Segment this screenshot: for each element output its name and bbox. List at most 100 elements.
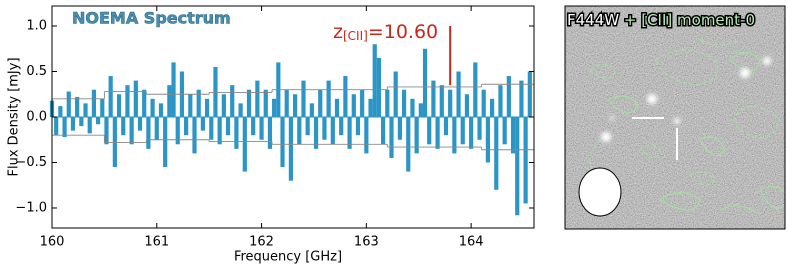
bar bbox=[87, 117, 92, 134]
bar bbox=[163, 117, 168, 168]
bar bbox=[158, 103, 164, 117]
bar bbox=[62, 117, 67, 138]
bar bbox=[83, 103, 88, 117]
annotation: z[CII]=10.60 bbox=[333, 21, 438, 43]
bar bbox=[293, 94, 298, 117]
bar bbox=[410, 98, 415, 117]
bar bbox=[112, 117, 117, 168]
bar bbox=[422, 48, 428, 117]
bar bbox=[385, 89, 390, 117]
bar bbox=[326, 80, 331, 117]
bar bbox=[502, 117, 507, 145]
bar bbox=[322, 117, 327, 140]
bar bbox=[284, 89, 289, 117]
bar bbox=[167, 85, 172, 117]
bar bbox=[230, 85, 235, 117]
bar bbox=[251, 117, 256, 136]
bar bbox=[154, 117, 159, 140]
image-frame bbox=[564, 5, 786, 230]
bar bbox=[209, 117, 214, 140]
bar bbox=[448, 89, 453, 117]
bar bbox=[263, 89, 268, 117]
bar bbox=[221, 94, 226, 117]
y-tick-label: 0.5 bbox=[26, 64, 47, 79]
bar bbox=[196, 89, 201, 117]
contours bbox=[588, 39, 785, 216]
bar bbox=[75, 96, 80, 117]
bar bbox=[150, 98, 155, 117]
bar bbox=[427, 117, 432, 145]
bar bbox=[355, 117, 361, 136]
bar bbox=[116, 94, 122, 117]
image-title-plus: + bbox=[624, 11, 637, 29]
y-tick-label: 0.0 bbox=[26, 110, 47, 125]
bar bbox=[125, 85, 130, 117]
bar bbox=[464, 94, 470, 117]
bar bbox=[146, 117, 151, 149]
bar bbox=[313, 117, 319, 149]
bar bbox=[389, 117, 394, 158]
y-axis-label: Flux Density [mJy] bbox=[7, 57, 22, 176]
x-axis-label: Frequency [GHz] bbox=[234, 250, 342, 265]
bar bbox=[456, 71, 461, 117]
bar bbox=[259, 117, 264, 140]
bar bbox=[431, 80, 436, 117]
bar bbox=[510, 117, 516, 154]
bar bbox=[364, 117, 369, 154]
bar bbox=[225, 117, 231, 136]
bar bbox=[334, 98, 340, 117]
bar bbox=[104, 117, 109, 145]
bar bbox=[372, 44, 377, 117]
x-tick-label: 163 bbox=[354, 235, 379, 250]
bar bbox=[418, 103, 423, 117]
bar bbox=[133, 80, 138, 117]
image-title-band: F444W bbox=[567, 11, 619, 29]
annotation-text: z bbox=[333, 21, 343, 43]
chart-title: NOEMA Spectrum bbox=[72, 9, 231, 28]
bar bbox=[142, 89, 147, 117]
annotation-suffix: =10.60 bbox=[368, 21, 438, 43]
bar bbox=[58, 106, 63, 117]
sources bbox=[601, 57, 771, 142]
bar bbox=[494, 117, 499, 190]
bar bbox=[121, 117, 126, 136]
bar bbox=[297, 117, 302, 145]
image-panel: F444W + [CII] moment-0 bbox=[565, 6, 785, 229]
bar bbox=[305, 117, 310, 136]
bar bbox=[489, 98, 495, 117]
bar bbox=[414, 117, 419, 154]
bar bbox=[435, 117, 440, 149]
bar bbox=[401, 89, 407, 117]
bar bbox=[79, 117, 84, 127]
bar bbox=[406, 117, 411, 172]
bar bbox=[439, 85, 444, 117]
bar bbox=[397, 117, 402, 140]
bar bbox=[452, 117, 457, 154]
bar bbox=[96, 117, 101, 125]
bar bbox=[381, 117, 386, 145]
image-title: F444W + [CII] moment-0 bbox=[567, 11, 755, 29]
bar bbox=[255, 80, 260, 117]
bar bbox=[280, 117, 285, 168]
bar bbox=[481, 89, 486, 117]
x-tick-label: 164 bbox=[459, 235, 484, 250]
y-tick-label: −0.5 bbox=[15, 155, 47, 170]
bar bbox=[200, 117, 205, 131]
bar bbox=[469, 117, 474, 149]
image-title-line: [CII] moment-0 bbox=[641, 11, 755, 29]
plot-area bbox=[49, 44, 534, 216]
bar bbox=[54, 117, 59, 136]
bar bbox=[527, 71, 532, 117]
bar bbox=[137, 117, 143, 131]
bar bbox=[184, 117, 189, 136]
x-tick-label: 160 bbox=[40, 235, 65, 250]
x-tick-label: 162 bbox=[249, 235, 274, 250]
bar bbox=[393, 71, 398, 117]
bar bbox=[129, 117, 134, 145]
bar bbox=[485, 117, 490, 163]
y-tick-label: −1.0 bbox=[15, 200, 47, 215]
bar bbox=[217, 117, 222, 145]
bar bbox=[460, 117, 465, 145]
bar bbox=[506, 76, 511, 117]
x-tick-label: 161 bbox=[144, 235, 169, 250]
